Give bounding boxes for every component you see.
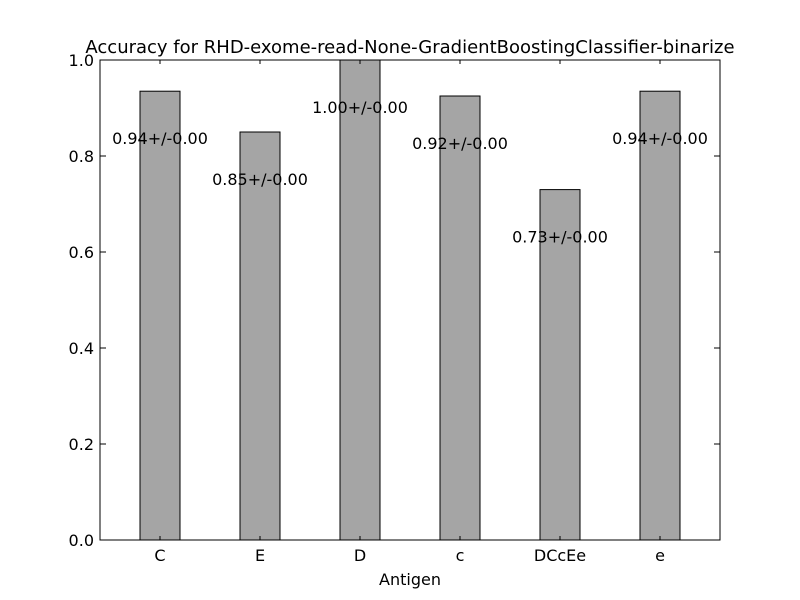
data-labels-layer: 0.94+/-0.00 0.85+/-0.00 1.00+/-0.000.92+/-…	[112, 98, 708, 247]
bar-e	[639, 90, 681, 541]
data-label-E: 0.85+/-0.00	[212, 170, 308, 189]
bar-DCcEe	[539, 189, 581, 541]
data-label-c: 0.92+/-0.00	[412, 134, 508, 153]
y-tick-label-4: 0.8	[69, 147, 94, 166]
data-label-D: 1.00+/-0.00	[312, 98, 408, 117]
data-label-DCcEe: 0.73+/-0.00	[512, 228, 608, 247]
x-tick-label-D: D	[354, 546, 366, 565]
data-label-e: 0.94+/-0.00	[612, 129, 708, 148]
data-label-C: 0.94+/-0.00	[112, 129, 208, 148]
bar-E	[239, 131, 281, 541]
bars-layer	[139, 59, 681, 541]
chart-title: Accuracy for RHD-exome-read-None-Gradien…	[85, 37, 734, 58]
x-tick-label-C: C	[154, 546, 165, 565]
x-axis-label: Antigen	[379, 570, 441, 589]
bar-D	[339, 59, 381, 541]
x-tick-label-e: e	[655, 546, 665, 565]
bar-c	[439, 95, 481, 541]
y-tick-label-3: 0.6	[69, 243, 94, 262]
plot-frame	[99, 59, 721, 541]
x-tick-label-c: c	[456, 546, 465, 565]
y-tick-label-0: 0.0	[69, 531, 94, 550]
bar-C	[139, 90, 181, 541]
x-tick-label-DCcEe: DCcEe	[534, 546, 586, 565]
y-tick-label-1: 0.2	[69, 435, 94, 454]
x-tick-label-E: E	[255, 546, 265, 565]
y-tick-label-2: 0.4	[69, 339, 94, 358]
y-tick-label-5: 1.0	[69, 51, 94, 70]
y-axis: 0.0 0.2 0.4 0.6 0.8 1.0	[69, 51, 720, 550]
